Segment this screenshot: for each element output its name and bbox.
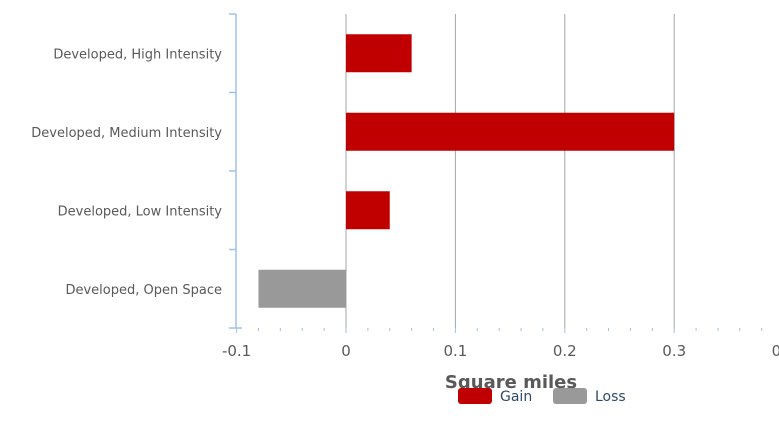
category-label: Developed, Medium Intensity bbox=[31, 126, 222, 141]
legend: Gain Loss bbox=[458, 388, 626, 405]
category-label: Developed, Low Intensity bbox=[58, 204, 223, 219]
tick-labels: -0.1 0 0.1 0.2 0.3 0.4 bbox=[222, 342, 779, 360]
legend-swatch-gain bbox=[458, 388, 492, 404]
bar-3 bbox=[258, 269, 346, 308]
x-tick-label: 0.3 bbox=[662, 342, 686, 360]
x-tick-label: 0.2 bbox=[553, 342, 577, 360]
legend-item-gain: Gain bbox=[458, 388, 532, 405]
category-label: Developed, High Intensity bbox=[53, 47, 222, 62]
bar-0 bbox=[346, 34, 412, 73]
bar-1 bbox=[346, 112, 675, 151]
x-axis-title: Square miles bbox=[445, 372, 577, 393]
x-tick-label: 0.4 bbox=[772, 342, 779, 360]
x-tick-label: 0 bbox=[341, 342, 351, 360]
category-label: Developed, Open Space bbox=[65, 283, 222, 298]
legend-item-loss: Loss bbox=[553, 388, 626, 405]
legend-swatch-loss bbox=[553, 388, 587, 404]
bar-2 bbox=[346, 191, 390, 230]
legend-label-loss: Loss bbox=[595, 389, 626, 405]
axes bbox=[229, 13, 763, 333]
x-tick-label: -0.1 bbox=[222, 342, 251, 360]
category-labels: Developed, High Intensity Developed, Medi… bbox=[31, 47, 222, 298]
legend-label-gain: Gain bbox=[500, 389, 532, 405]
bars bbox=[258, 34, 675, 308]
x-tick-label: 0.1 bbox=[443, 342, 467, 360]
